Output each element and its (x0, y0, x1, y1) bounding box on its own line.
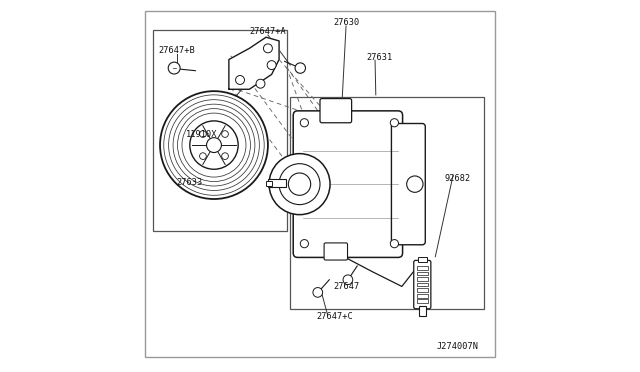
Circle shape (190, 121, 238, 169)
FancyBboxPatch shape (413, 260, 431, 309)
Bar (417, 299, 428, 303)
Circle shape (313, 288, 323, 297)
Circle shape (256, 79, 265, 88)
FancyBboxPatch shape (320, 99, 351, 123)
Circle shape (267, 61, 276, 70)
Bar (417, 277, 428, 281)
Circle shape (390, 119, 399, 127)
Bar (268, 179, 286, 187)
Circle shape (289, 173, 310, 195)
Circle shape (221, 131, 228, 137)
Text: 27633: 27633 (176, 178, 202, 187)
Circle shape (295, 63, 305, 73)
Text: 92682: 92682 (445, 174, 471, 183)
Bar (417, 272, 428, 275)
Bar (417, 288, 428, 292)
Circle shape (160, 91, 268, 199)
Text: 27647: 27647 (333, 282, 360, 291)
Text: 11910X: 11910X (186, 130, 218, 139)
FancyBboxPatch shape (324, 243, 348, 260)
Circle shape (300, 240, 308, 248)
Bar (291, 97, 484, 309)
Bar (417, 294, 428, 298)
Polygon shape (229, 37, 279, 89)
Circle shape (168, 62, 180, 74)
Circle shape (406, 176, 423, 192)
Text: 27630: 27630 (333, 18, 359, 27)
Bar (418, 257, 427, 262)
Circle shape (221, 153, 228, 160)
Circle shape (200, 131, 206, 137)
Circle shape (343, 275, 353, 285)
Text: 27647+B: 27647+B (159, 46, 195, 55)
Circle shape (279, 164, 320, 205)
Text: 27631: 27631 (366, 53, 393, 62)
FancyBboxPatch shape (392, 124, 425, 245)
Circle shape (200, 153, 206, 160)
Text: 27647+C: 27647+C (317, 312, 353, 321)
Bar (417, 266, 428, 270)
Circle shape (300, 119, 308, 127)
Bar (266, 181, 271, 186)
Circle shape (264, 44, 273, 53)
Text: 27647+A: 27647+A (250, 27, 286, 36)
Bar (152, 30, 287, 231)
Circle shape (207, 138, 221, 153)
Circle shape (390, 240, 399, 248)
Bar (417, 283, 428, 286)
Circle shape (269, 154, 330, 215)
Bar (419, 306, 426, 316)
Circle shape (236, 76, 244, 84)
Text: J274007N: J274007N (436, 342, 479, 351)
FancyBboxPatch shape (293, 111, 403, 257)
